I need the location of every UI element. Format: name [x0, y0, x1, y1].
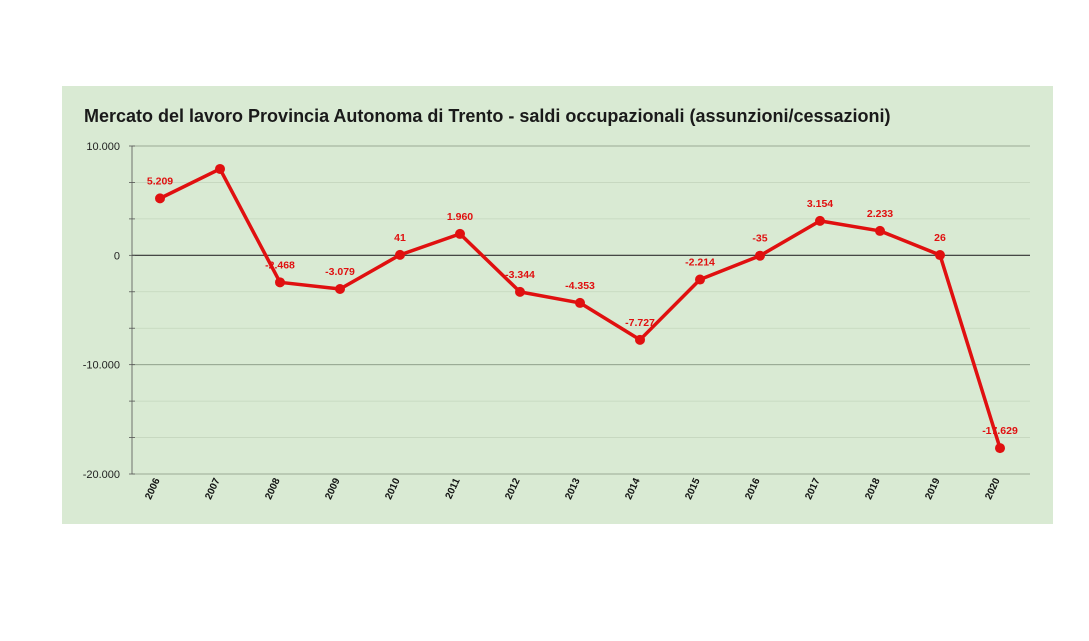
y-tick-label: -10.000	[83, 360, 120, 372]
data-point	[575, 297, 585, 308]
data-label: -4.353	[565, 280, 595, 292]
data-label: 41	[394, 232, 406, 244]
x-tick-label: 2020	[983, 476, 1003, 501]
data-point	[695, 274, 705, 285]
x-tick-label: 2014	[623, 476, 643, 501]
x-tick-label: 2012	[503, 476, 523, 501]
data-point	[635, 334, 645, 345]
data-point	[335, 283, 345, 294]
data-label: -3.344	[505, 269, 535, 281]
x-tick-label: 2017	[803, 476, 823, 501]
data-label: -17.629	[982, 425, 1018, 437]
data-label: -2.468	[265, 259, 295, 271]
data-point	[935, 250, 945, 261]
data-point	[455, 228, 465, 239]
x-tick-label: 2009	[323, 476, 343, 501]
chart-panel: Mercato del lavoro Provincia Autonoma di…	[62, 86, 1053, 524]
x-tick-label: 2013	[563, 476, 583, 501]
data-label: -7.727	[625, 317, 655, 329]
chart-title: Mercato del lavoro Provincia Autonoma di…	[84, 106, 891, 126]
x-tick-label: 2016	[743, 476, 763, 501]
x-tick-label: 2006	[143, 476, 163, 501]
x-tick-label: 2015	[683, 476, 703, 501]
x-tick-label: 2011	[444, 476, 463, 501]
x-tick-label: 2019	[923, 476, 943, 501]
data-point	[215, 163, 225, 174]
data-point	[395, 249, 405, 260]
data-label: -3.079	[325, 266, 355, 278]
x-tick-label: 2007	[203, 476, 223, 501]
line-chart: 10.000 0 -10.000 -20.000 2006 2007 2008 2009 201…	[83, 141, 1030, 501]
data-label: 26	[934, 232, 946, 244]
x-tick-label: 2010	[383, 476, 403, 501]
data-point	[755, 250, 765, 261]
data-point	[815, 215, 825, 226]
data-label: -2.214	[685, 257, 715, 269]
y-tick-label: 10.000	[86, 141, 120, 153]
x-tick-label: 2018	[863, 476, 883, 501]
data-label: 3.154	[807, 198, 833, 210]
data-label: 5.209	[147, 175, 173, 187]
data-point	[275, 277, 285, 288]
y-tick-label: -20.000	[83, 469, 120, 481]
data-point	[155, 193, 165, 204]
data-label: 1.960	[447, 211, 473, 223]
data-label: 2.233	[867, 208, 893, 220]
data-point	[875, 225, 885, 236]
data-point	[995, 443, 1005, 454]
data-label: -35	[752, 233, 767, 245]
x-tick-label: 2008	[263, 476, 283, 501]
y-tick-label: 0	[114, 250, 120, 262]
data-point	[515, 286, 525, 297]
